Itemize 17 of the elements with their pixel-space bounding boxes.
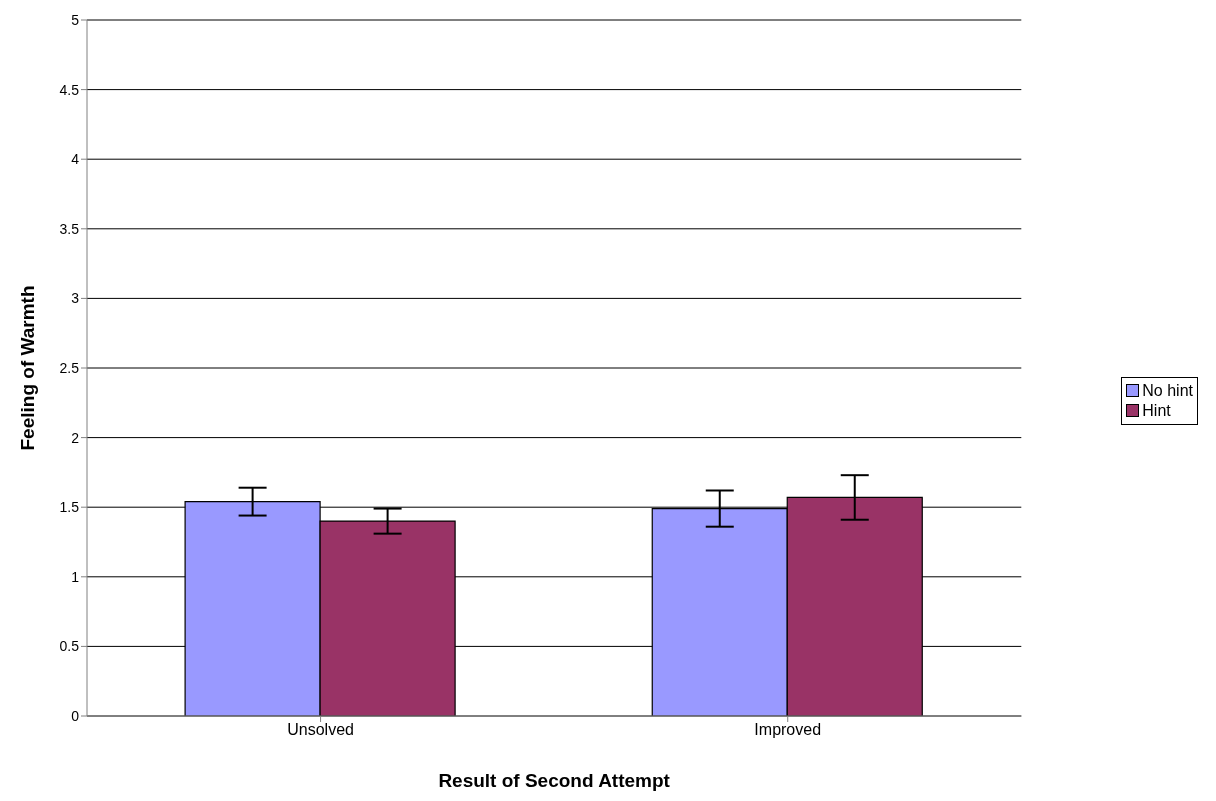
- x-tick-label: Unsolved: [287, 721, 354, 739]
- y-tick-label: 1: [71, 568, 80, 585]
- y-tick-label: 5: [71, 11, 80, 28]
- x-tick-label: Improved: [754, 721, 822, 739]
- y-tick-label: 3.5: [59, 220, 80, 237]
- y-axis-title: Feeling of Warmth: [16, 285, 38, 451]
- y-tick-label: 2.5: [59, 359, 80, 376]
- y-tick-label: 0: [71, 707, 80, 724]
- legend-label: No hint: [1142, 381, 1193, 400]
- y-tick-label: 3: [71, 290, 80, 307]
- y-tick-label: 2: [71, 429, 80, 446]
- y-tick-label: 1.5: [59, 499, 80, 516]
- legend-label: Hint: [1142, 401, 1171, 420]
- x-axis-title: Result of Second Attempt: [438, 770, 671, 792]
- y-tick-label: 4: [71, 151, 80, 168]
- y-tick-label: 0.5: [59, 638, 80, 655]
- y-tick-label: 4.5: [59, 81, 80, 98]
